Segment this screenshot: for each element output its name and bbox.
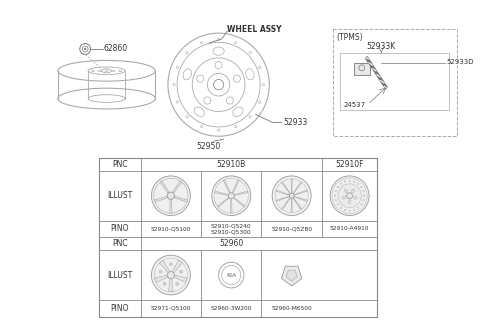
Circle shape [272, 176, 311, 215]
Text: KIA: KIA [226, 273, 236, 277]
Bar [340, 53, 449, 111]
Polygon shape [155, 275, 168, 282]
Polygon shape [232, 180, 240, 193]
Polygon shape [160, 181, 169, 194]
Text: 52910F: 52910F [336, 160, 364, 169]
Circle shape [176, 282, 179, 285]
Text: 52950: 52950 [197, 142, 221, 151]
Circle shape [159, 270, 162, 273]
Polygon shape [291, 198, 292, 213]
Polygon shape [281, 182, 290, 194]
Circle shape [330, 176, 369, 215]
Circle shape [151, 255, 191, 295]
Text: 52910-Q5ZB0: 52910-Q5ZB0 [271, 226, 312, 232]
Polygon shape [223, 180, 230, 193]
Polygon shape [174, 275, 187, 282]
Polygon shape [172, 181, 182, 194]
Ellipse shape [345, 189, 348, 193]
Text: 52910B: 52910B [216, 160, 246, 169]
Polygon shape [293, 197, 302, 210]
Text: 52960-M6500: 52960-M6500 [271, 306, 312, 311]
Polygon shape [281, 266, 302, 286]
Bar [354, 63, 370, 75]
Ellipse shape [353, 196, 357, 199]
Circle shape [168, 192, 174, 199]
Polygon shape [286, 270, 297, 281]
Polygon shape [294, 190, 307, 195]
Text: 52910-A4910: 52910-A4910 [330, 226, 370, 232]
Text: 52910-Q5240
52910-Q5300: 52910-Q5240 52910-Q5300 [211, 224, 252, 234]
Polygon shape [234, 191, 248, 195]
Circle shape [168, 272, 174, 278]
Text: 24537: 24537 [343, 101, 365, 108]
Polygon shape [291, 179, 292, 194]
Circle shape [347, 193, 352, 199]
Circle shape [163, 282, 166, 285]
Text: PNC: PNC [112, 239, 128, 248]
Polygon shape [276, 190, 289, 195]
Bar [333, 29, 457, 136]
Polygon shape [168, 278, 173, 292]
Text: 52960-3W200: 52960-3W200 [211, 306, 252, 311]
Text: 52933: 52933 [283, 118, 307, 127]
Ellipse shape [351, 189, 355, 193]
Circle shape [228, 193, 234, 199]
Text: 52910-Q5100: 52910-Q5100 [151, 226, 191, 232]
Text: 52933D: 52933D [446, 59, 474, 65]
Ellipse shape [342, 196, 346, 199]
Polygon shape [170, 199, 172, 213]
Text: PNC: PNC [112, 160, 128, 169]
Ellipse shape [348, 200, 351, 204]
Polygon shape [294, 196, 307, 201]
Text: PINO: PINO [110, 224, 129, 234]
Circle shape [180, 270, 182, 273]
Text: PINO: PINO [110, 304, 129, 313]
Polygon shape [154, 196, 168, 202]
Polygon shape [293, 182, 302, 194]
Bar [99, 158, 377, 317]
Text: WHEEL ASSY: WHEEL ASSY [228, 25, 282, 34]
Circle shape [212, 176, 251, 215]
Circle shape [151, 176, 191, 215]
Circle shape [84, 48, 86, 50]
Circle shape [168, 192, 174, 199]
Text: 62860: 62860 [104, 45, 128, 53]
Circle shape [169, 263, 172, 266]
Polygon shape [217, 197, 229, 207]
Polygon shape [233, 197, 245, 207]
Circle shape [289, 193, 294, 198]
Polygon shape [159, 260, 169, 273]
Polygon shape [281, 197, 290, 210]
Polygon shape [172, 260, 182, 273]
Polygon shape [276, 196, 289, 201]
Text: ILLUST: ILLUST [107, 271, 132, 279]
Text: 52960: 52960 [219, 239, 243, 248]
Circle shape [338, 184, 361, 208]
Text: 52971-Q5100: 52971-Q5100 [151, 306, 191, 311]
Polygon shape [215, 191, 228, 195]
Polygon shape [174, 196, 188, 202]
Polygon shape [230, 199, 232, 213]
Text: (TPMS): (TPMS) [336, 32, 363, 42]
Text: 52933K: 52933K [367, 42, 396, 51]
Text: ILLUST: ILLUST [107, 191, 132, 200]
